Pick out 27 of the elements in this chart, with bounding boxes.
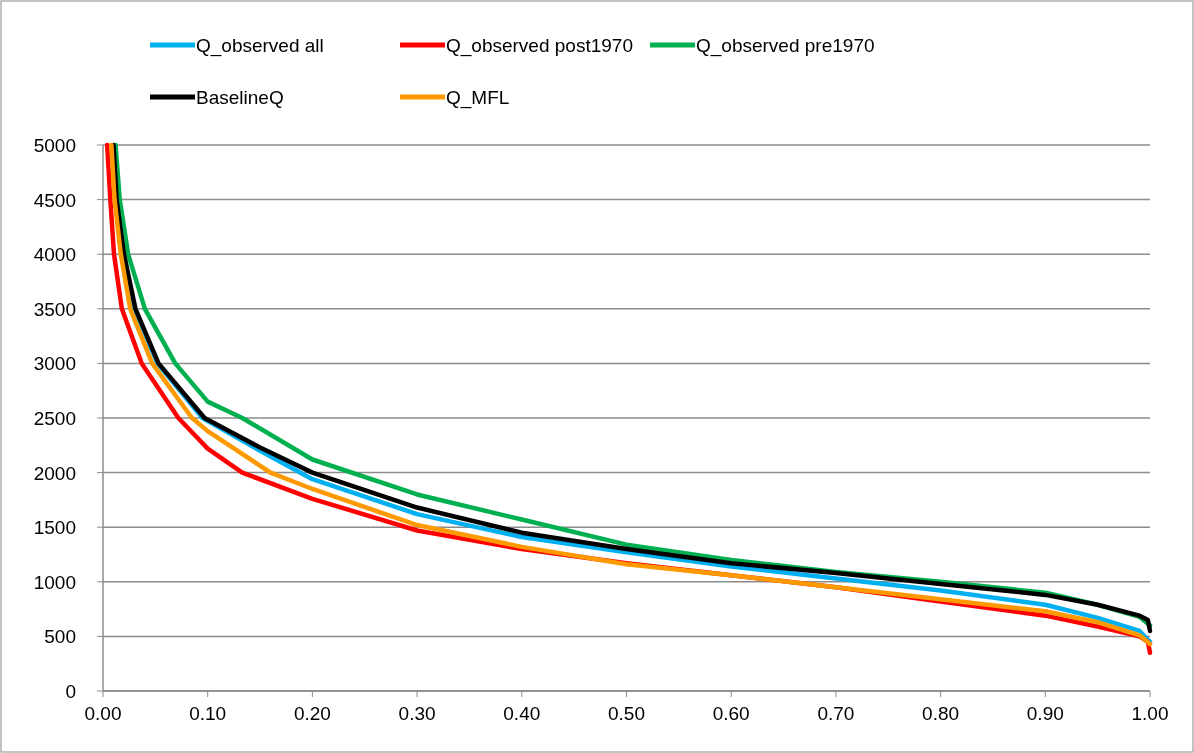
y-tick-label: 4000: [33, 244, 76, 266]
y-tick-label: 4500: [33, 189, 76, 211]
legend-label: Q_observed all: [196, 35, 324, 57]
x-tick-label: 0.10: [189, 703, 227, 724]
x-tick-label: 0.40: [503, 703, 541, 724]
legend-label: Q_MFL: [446, 87, 510, 109]
y-tick-label: 2000: [33, 462, 76, 484]
y-tick-label: 3000: [33, 353, 76, 375]
y-tick-label: 0: [65, 681, 76, 702]
x-tick-label: 0.80: [922, 703, 960, 724]
x-tick-label: 0.00: [84, 703, 122, 724]
y-tick-label: 1500: [33, 517, 76, 539]
x-tick-label: 0.20: [293, 703, 331, 724]
y-tick-label: 1000: [33, 571, 76, 593]
x-tick-label: 0.30: [398, 703, 436, 724]
x-tick-label: 0.50: [608, 703, 645, 724]
x-tick-label: 1.00: [1131, 703, 1169, 724]
legend-label: BaselineQ: [196, 87, 284, 108]
x-tick-label: 0.60: [712, 703, 750, 724]
y-tick-label: 3500: [33, 298, 76, 320]
legend-label: Q_observed post1970: [446, 35, 633, 57]
x-tick-label: 0.70: [817, 703, 855, 724]
y-tick-label: 500: [44, 626, 76, 648]
legend-label: Q_observed pre1970: [696, 35, 875, 57]
y-tick-label: 5000: [33, 135, 76, 156]
y-tick-label: 2500: [33, 408, 76, 429]
x-tick-label: 0.90: [1026, 703, 1064, 724]
